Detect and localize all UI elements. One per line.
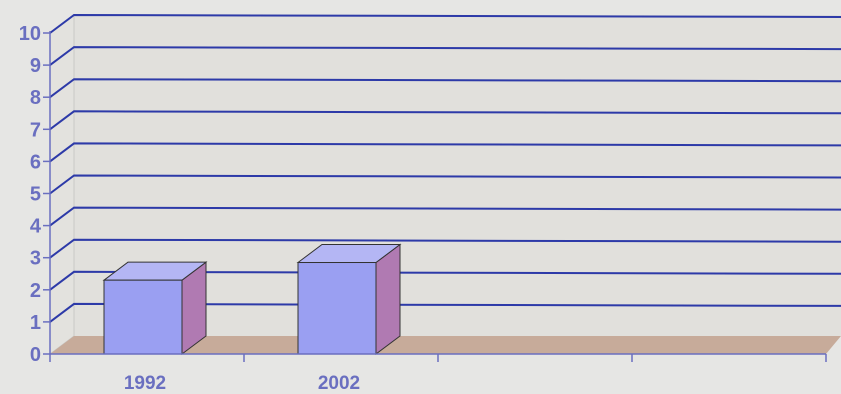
x-tick-label: 2002 <box>318 373 360 394</box>
y-tick-label: 3 <box>30 248 41 270</box>
gridline <box>49 13 841 34</box>
y-tick-label: 8 <box>30 87 41 109</box>
y-tick-label: 10 <box>19 23 41 45</box>
y-axis-ticks: 0 1 2 3 4 5 6 7 8 9 10 <box>19 23 50 366</box>
bars <box>102 243 402 355</box>
gridline <box>49 206 841 227</box>
y-tick-label: 5 <box>30 184 41 206</box>
gridline <box>49 78 841 98</box>
bar-front <box>297 262 377 355</box>
x-tick-label: 1992 <box>124 373 166 394</box>
bar-front <box>103 279 183 355</box>
gridline <box>49 270 841 291</box>
x-axis-labels: 1992 2002 <box>124 373 360 394</box>
bar-side <box>375 243 401 355</box>
gridline <box>49 46 841 66</box>
y-tick-label: 0 <box>30 344 41 366</box>
bar-1992 <box>102 261 208 355</box>
gridline <box>49 238 841 259</box>
y-tick-label: 4 <box>30 216 42 238</box>
y-tick-label: 9 <box>30 55 41 77</box>
gridline <box>49 110 841 131</box>
y-tick-label: 6 <box>30 151 41 173</box>
y-tick-label: 2 <box>30 280 41 302</box>
x-axis-ticks <box>49 353 827 362</box>
y-tick-label: 1 <box>30 312 41 334</box>
gridline <box>49 302 841 323</box>
gridlines <box>49 13 841 323</box>
bar-2002 <box>296 243 402 355</box>
chart-floor <box>50 336 841 354</box>
gridline <box>49 142 841 163</box>
y-tick-label: 7 <box>30 119 41 141</box>
gridline <box>49 174 841 195</box>
